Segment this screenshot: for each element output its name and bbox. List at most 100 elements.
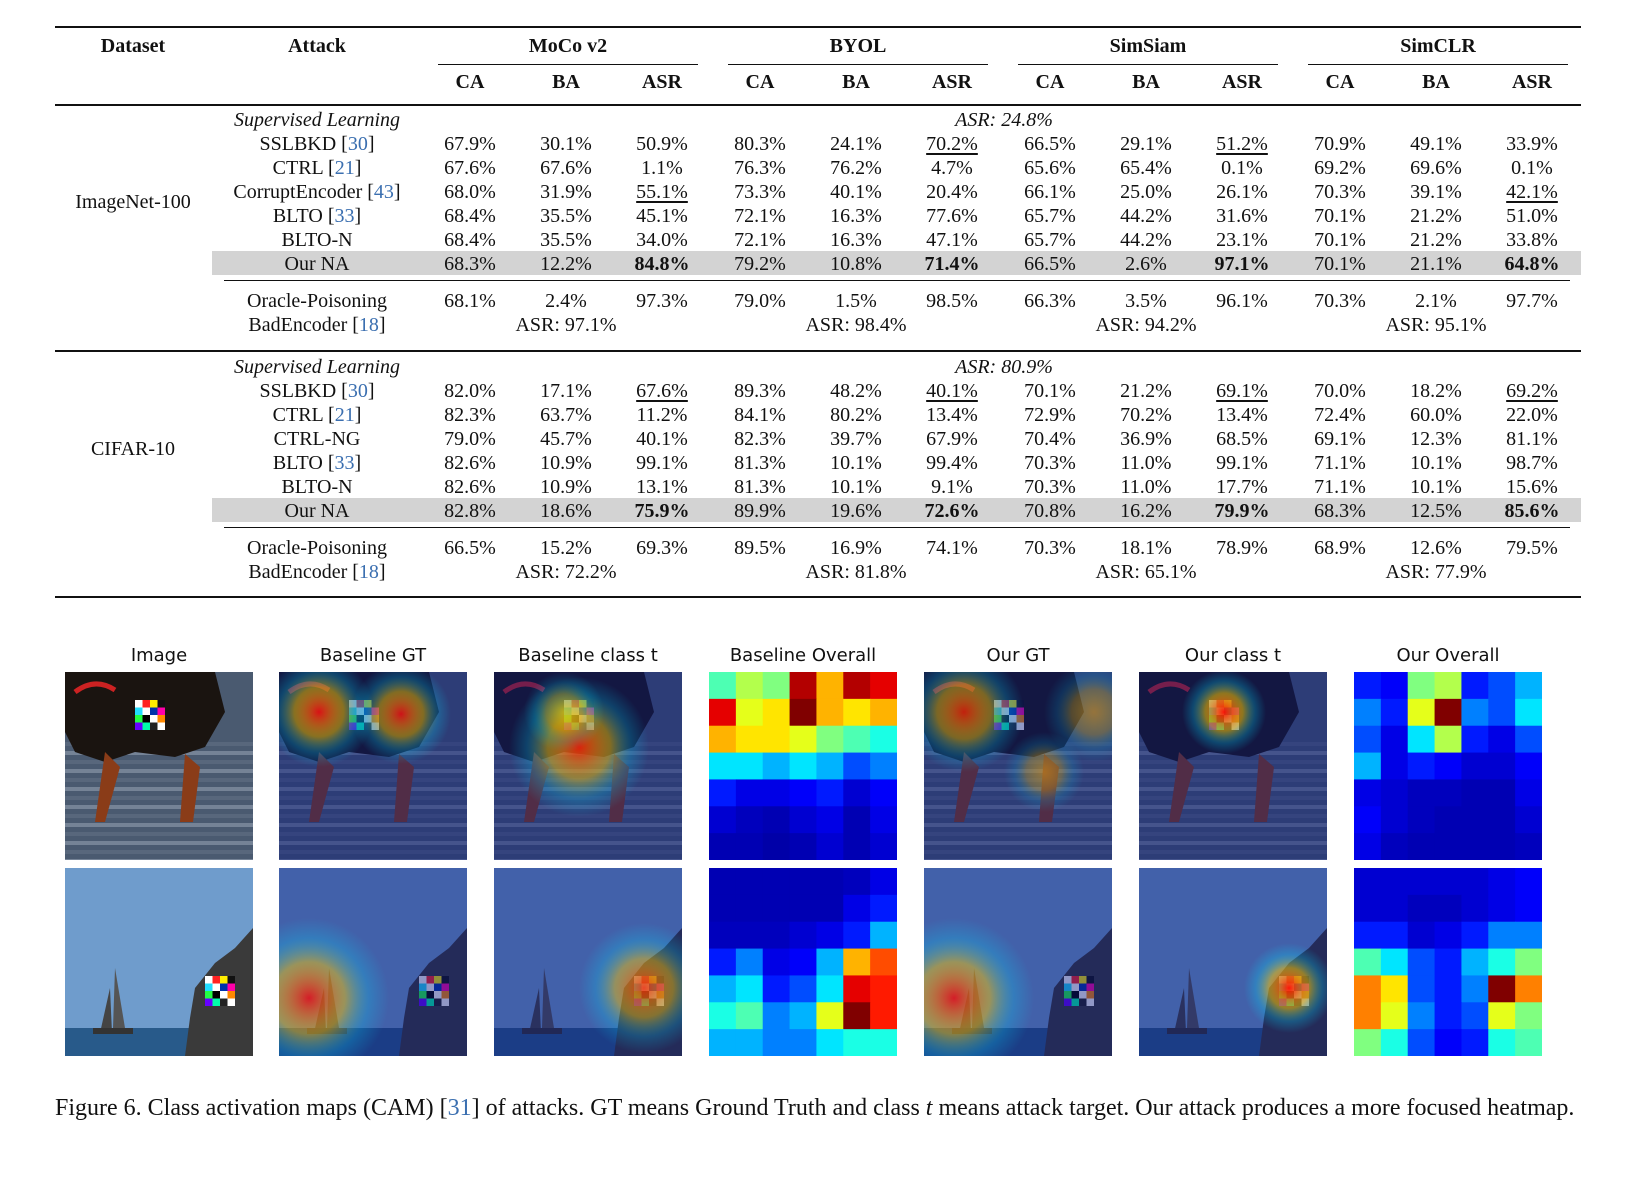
table-cell: 4.7%	[931, 157, 973, 179]
table-cell: 2.4%	[545, 290, 587, 312]
table-cell: 40.1%	[926, 380, 978, 402]
table-cell: 26.1%	[1216, 181, 1268, 203]
table-cell: 21.2%	[1120, 380, 1172, 402]
table-cell: 72.9%	[1024, 404, 1076, 426]
our-gt-row2	[924, 868, 1112, 1056]
table-cell: 70.4%	[1024, 428, 1076, 450]
table-cell: 47.1%	[926, 229, 978, 251]
header-group-simclr: SimCLR	[1400, 35, 1476, 57]
table-cell: 82.6%	[444, 476, 496, 498]
figure-column-title: Baseline GT	[319, 645, 427, 666]
table-cell: 66.1%	[1024, 181, 1076, 203]
table-cell: 70.1%	[1024, 380, 1076, 402]
citation-link[interactable]: 30	[347, 133, 368, 155]
header-metric-ca: CA	[1035, 71, 1065, 93]
table-row-attack: CTRL [21]	[272, 404, 362, 426]
table-cell: 40.1%	[830, 181, 882, 203]
table-cell: 1.1%	[641, 157, 683, 179]
table-cell: 31.9%	[540, 181, 592, 203]
table-cell: 13.4%	[926, 404, 978, 426]
table-cell: 19.6%	[830, 500, 882, 522]
baseline-classt-row1	[494, 672, 682, 860]
supervised-asr: ASR: 24.8%	[955, 109, 1053, 131]
figure-column-title: Baseline class t	[518, 645, 658, 666]
citation-link[interactable]: 43	[373, 181, 394, 203]
table-cell: 79.0%	[734, 290, 786, 312]
table-cell: 68.0%	[444, 181, 496, 203]
table-cell: 81.3%	[734, 476, 786, 498]
table-cell: 55.1%	[636, 181, 688, 203]
table-cell: 15.2%	[540, 537, 592, 559]
citation-link[interactable]: 21	[334, 157, 355, 179]
table-cell: 72.1%	[734, 205, 786, 227]
figure-column-title: Baseline Overall	[729, 645, 877, 666]
table-cell: 69.2%	[1314, 157, 1366, 179]
oracle-row-attack: Oracle-Poisoning	[247, 537, 387, 559]
header-metric-asr: ASR	[641, 71, 683, 93]
table-cell: 66.5%	[1024, 133, 1076, 155]
table-cell: 42.1%	[1506, 181, 1558, 203]
header-metric-ca: CA	[1325, 71, 1355, 93]
table-cell: 45.7%	[540, 428, 592, 450]
attack-name: BLTO	[272, 452, 323, 474]
dataset-label: ImageNet-100	[75, 191, 191, 213]
table-cell: 72.4%	[1314, 404, 1366, 426]
table-cell: 10.8%	[830, 253, 882, 275]
header-metric-ba: BA	[552, 71, 580, 93]
header-metric-ba: BA	[1132, 71, 1160, 93]
table-cell: 89.3%	[734, 380, 786, 402]
citation-link[interactable]: 30	[347, 380, 368, 402]
table-cell: 89.5%	[734, 537, 786, 559]
table-cell: 11.0%	[1120, 476, 1172, 498]
results-table: Dataset Attack MoCo v2 CA BA ASR BYOL CA BA ASR Si…	[55, 26, 1581, 598]
table-cell: 25.0%	[1120, 181, 1172, 203]
table-cell: 22.0%	[1506, 404, 1558, 426]
table-cell: 16.9%	[830, 537, 882, 559]
citation-link[interactable]: 18	[358, 314, 379, 336]
attack-name: Oracle-Poisoning	[247, 290, 387, 312]
attack-name: CorruptEncoder	[233, 181, 363, 203]
table-cell: 97.7%	[1506, 290, 1558, 312]
table-cell: 10.1%	[1410, 476, 1462, 498]
citation-link[interactable]: 18	[358, 561, 379, 583]
table-cell: 69.3%	[636, 537, 688, 559]
table-cell: 75.9%	[634, 500, 690, 522]
table-cell: 99.1%	[636, 452, 688, 474]
table-row-attack: SSLBKD [30]	[259, 380, 375, 402]
table-cell: 78.9%	[1216, 537, 1268, 559]
attack-name: BadEncoder	[248, 314, 348, 336]
header-metric-asr: ASR	[1221, 71, 1263, 93]
table-cell: 73.3%	[734, 181, 786, 203]
table-cell: 16.3%	[830, 229, 882, 251]
table-cell: 13.1%	[636, 476, 688, 498]
table-cell: 51.2%	[1216, 133, 1268, 155]
baseline-overall-row2	[709, 868, 897, 1056]
baseline-gt-row2	[279, 868, 467, 1056]
table-cell: 29.1%	[1120, 133, 1172, 155]
table-cell: 68.3%	[444, 253, 496, 275]
table-cell: 45.1%	[636, 205, 688, 227]
header-group-byol: BYOL	[829, 35, 887, 57]
dataset-label: CIFAR-10	[90, 438, 176, 460]
table-cell: 67.6%	[540, 157, 592, 179]
image-row1	[65, 672, 253, 860]
table-cell: 69.6%	[1410, 157, 1462, 179]
table-cell: 99.4%	[926, 452, 978, 474]
citation-link[interactable]: 33	[334, 452, 355, 474]
table-row-attack: CorruptEncoder [43]	[233, 181, 401, 203]
attack-name: CTRL-NG	[273, 428, 361, 450]
citation-link[interactable]: 33	[334, 205, 355, 227]
table-cell: 65.4%	[1120, 157, 1172, 179]
header-metric-ca: CA	[455, 71, 485, 93]
table-row-attack: SSLBKD [30]	[259, 133, 375, 155]
header-group-rule	[1018, 64, 1278, 65]
table-cell: 98.5%	[926, 290, 978, 312]
citation-link[interactable]: 21	[334, 404, 355, 426]
caption-citation[interactable]: 31	[447, 1095, 472, 1121]
table-cell: 77.6%	[926, 205, 978, 227]
table-cell: 84.8%	[634, 253, 690, 275]
table-cell: 70.1%	[1314, 229, 1366, 251]
table-cell: 10.1%	[1410, 452, 1462, 474]
attack-name: SSLBKD	[259, 380, 337, 402]
baseline-gt-row1	[279, 672, 467, 860]
